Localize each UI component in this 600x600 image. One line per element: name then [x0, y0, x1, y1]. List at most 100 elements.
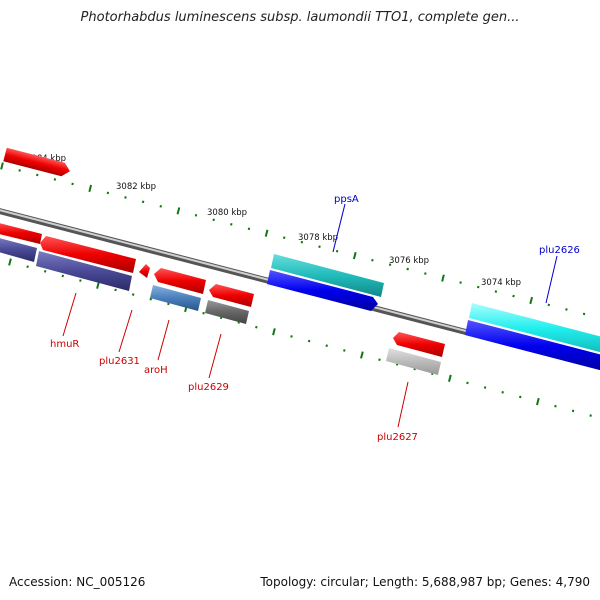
scale-tick: [571, 409, 575, 413]
scale-label: 3076 kbp: [389, 256, 429, 266]
scale-tick: [8, 258, 12, 266]
gene-arrow[interactable]: [469, 303, 600, 354]
gene-arrow[interactable]: [154, 268, 206, 294]
gene-label-plu2627[interactable]: plu2627: [377, 432, 418, 443]
gene-arrow[interactable]: [139, 264, 150, 278]
scale-tick: [106, 191, 110, 195]
scale-tick: [535, 397, 540, 406]
scale-tick: [247, 227, 251, 231]
scale-label: 3074 kbp: [481, 278, 521, 288]
scale-tick: [378, 358, 381, 362]
gene-arrow[interactable]: [0, 222, 42, 244]
scale-tick: [290, 335, 293, 338]
scale-tick: [318, 245, 321, 249]
scale-tick: [565, 308, 568, 311]
scale-tick: [230, 222, 233, 226]
scale-tick: [459, 281, 462, 284]
scale-tick: [494, 290, 498, 293]
scale-tick: [0, 162, 4, 170]
gene-label-plu2626[interactable]: plu2626: [539, 245, 580, 256]
gene-arrow[interactable]: [386, 348, 441, 375]
scale-tick: [167, 302, 170, 306]
scale-tick: [406, 267, 409, 271]
scale-tick: [79, 279, 82, 282]
scale-tick: [36, 173, 39, 177]
leader-line: [545, 255, 558, 304]
leader-line: [332, 203, 346, 253]
gene-arrow[interactable]: [271, 254, 384, 297]
scale-tick: [424, 272, 427, 275]
gene-arrow[interactable]: [150, 285, 201, 311]
scale-tick: [149, 297, 153, 301]
scale-tick: [272, 328, 276, 336]
scale-tick: [159, 205, 162, 208]
scale-tick: [307, 339, 311, 343]
gene-arrow[interactable]: [465, 320, 600, 372]
scale-tick: [388, 263, 392, 266]
scale-tick: [264, 229, 269, 237]
scale-tick: [300, 240, 304, 244]
scale-tick: [255, 325, 258, 329]
scale-tick: [88, 184, 93, 193]
scale-tick: [43, 269, 47, 273]
scale-tick: [141, 200, 145, 204]
leader-line: [208, 333, 222, 379]
scale-tick: [466, 381, 469, 385]
scale-tick: [582, 312, 586, 316]
leader-line: [157, 319, 170, 361]
gene-arrow[interactable]: [3, 147, 71, 178]
scale-tick: [194, 214, 198, 217]
scale-tick: [448, 374, 452, 382]
leader-line: [62, 292, 77, 337]
scale-tick: [501, 390, 504, 394]
gene-label-hmuR[interactable]: hmuR: [50, 339, 79, 350]
scale-tick: [371, 258, 374, 262]
map-title: Photorhabdus luminescens subsp. laumondi…: [80, 10, 520, 25]
leader-line: [118, 309, 133, 353]
scale-tick: [519, 395, 522, 399]
scale-label: 3080 kbp: [207, 208, 247, 218]
gene-arrow[interactable]: [40, 236, 136, 273]
scale-tick: [124, 196, 127, 199]
scale-tick: [529, 296, 534, 305]
gene-label-aroH[interactable]: aroH: [144, 365, 168, 376]
scale-tick: [176, 207, 181, 215]
gene-arrow[interactable]: [36, 251, 132, 291]
scale-tick: [212, 218, 215, 222]
scale-tick: [335, 249, 339, 253]
scale-tick: [589, 414, 592, 417]
gene-arrow[interactable]: [205, 300, 249, 324]
scale-label: 3082 kbp: [116, 182, 156, 192]
scale-tick: [483, 386, 487, 389]
scale-tick: [114, 288, 117, 292]
gene-label-plu2629[interactable]: plu2629: [188, 382, 229, 393]
scale-tick: [53, 178, 57, 181]
scale-tick: [325, 344, 328, 348]
scale-tick: [352, 252, 357, 260]
scale-tick: [18, 169, 21, 172]
scale-tick: [343, 349, 346, 352]
scale-tick: [131, 293, 135, 296]
scale-tick: [202, 311, 205, 315]
gene-label-ppsA[interactable]: ppsA: [334, 194, 359, 205]
scale-tick: [554, 404, 557, 408]
gene-arrow[interactable]: [267, 270, 378, 311]
gene-arrow[interactable]: [209, 284, 254, 307]
leader-line: [397, 381, 409, 428]
gene-label-plu2631[interactable]: plu2631: [99, 356, 140, 367]
scale-tick: [96, 281, 100, 289]
scale-tick: [477, 285, 480, 289]
scale-tick: [441, 274, 445, 282]
scale-tick: [547, 303, 551, 307]
scale-tick-ring-outer: [0, 162, 586, 316]
gene-arrow[interactable]: [0, 237, 37, 262]
gene-arrow[interactable]: [393, 332, 445, 357]
scale-tick: [360, 351, 364, 359]
scale-tick: [71, 182, 74, 186]
summary-text: Topology: circular; Length: 5,688,987 bp…: [260, 575, 590, 589]
accession-text: Accession: NC_005126: [9, 575, 146, 589]
scale-tick: [282, 236, 286, 240]
scale-label: 3078 kbp: [298, 233, 338, 243]
scale-tick: [512, 294, 515, 298]
